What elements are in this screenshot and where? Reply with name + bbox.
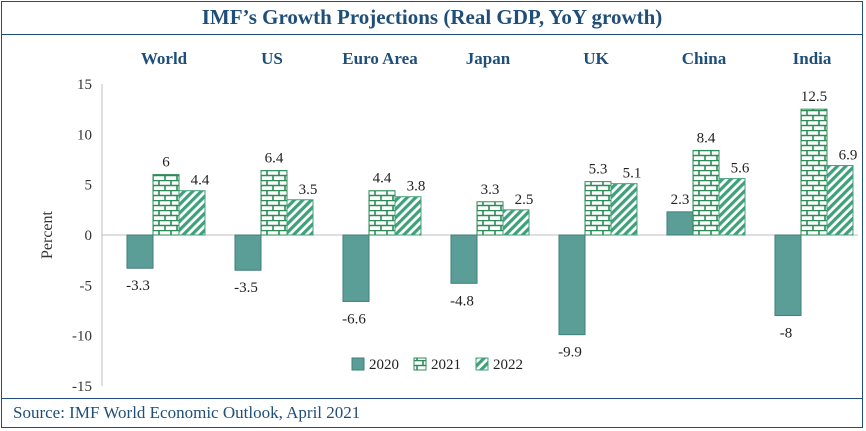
bar-2022 [610,183,638,236]
y-tick-label: 15 [77,77,92,93]
category-label: China [682,49,727,68]
legend-label: 2020 [369,357,399,373]
y-tick-label: 0 [85,228,93,244]
bar-2020 [342,234,370,302]
legend-swatch-2021 [413,357,427,371]
bar-2021 [476,201,504,236]
data-label: 6.9 [839,148,858,164]
bar-2022 [286,199,314,236]
y-tick-label: 10 [77,127,92,143]
bar-2022 [394,196,422,236]
data-label: 12.5 [801,89,827,105]
data-label: 3.5 [299,182,318,198]
data-label: -4.8 [450,293,474,309]
bar-2022 [718,178,746,236]
source-note: Source: IMF World Economic Outlook, Apri… [13,403,361,422]
y-tick-label: -5 [80,278,93,294]
category-label: UK [583,49,609,68]
bar-2020 [558,234,586,336]
legend-label: 2021 [431,357,461,373]
source-bar: Source: IMF World Economic Outlook, Apri… [1,398,863,428]
bar-2021 [584,181,612,236]
data-label: 4.4 [191,173,210,189]
data-label: 4.4 [373,171,392,187]
data-label: -8 [780,326,793,342]
bar-2021 [800,108,828,236]
category-label: India [793,49,832,68]
y-axis-title: Percent [39,210,56,259]
bar-2020 [774,234,802,317]
data-label: -6.6 [342,311,366,327]
bar-2021 [260,170,288,236]
data-label: 5.6 [731,161,750,177]
y-tick-label: 5 [85,178,93,194]
legend-swatch-2020 [351,357,365,371]
bar-2020 [666,211,694,236]
data-label: 5.3 [589,162,608,178]
legend-swatch-2022 [475,357,489,371]
data-label: 5.1 [623,166,642,182]
bar-2022 [502,209,530,236]
y-tick-label: -15 [72,379,92,395]
data-label: 8.4 [697,130,716,146]
category-label: US [261,49,283,68]
category-label: Euro Area [342,49,418,68]
data-label: -3.5 [234,280,258,296]
data-label: 3.3 [481,182,500,198]
data-label: 6 [162,155,170,171]
bar-2022 [826,165,854,236]
y-tick-label: -10 [72,329,92,345]
data-label: 6.4 [265,151,284,167]
data-label: 3.8 [407,179,426,195]
data-label: 2.3 [671,192,690,208]
bar-2021 [368,190,396,236]
data-label: -3.3 [126,278,150,294]
bar-2020 [450,234,478,284]
bar-2021 [692,149,720,236]
category-label: Japan [466,49,511,68]
category-label: World [141,49,188,68]
data-label: -9.9 [558,345,582,361]
bar-2020 [234,234,262,271]
legend-label: 2022 [493,357,523,373]
chart-title: IMF’s Growth Projections (Real GDP, YoY … [201,5,663,29]
data-label: 2.5 [515,192,534,208]
bar-2021 [152,174,180,236]
bar-2022 [178,190,206,236]
title-bar: IMF’s Growth Projections (Real GDP, YoY … [1,1,863,35]
bar-2020 [126,234,154,269]
